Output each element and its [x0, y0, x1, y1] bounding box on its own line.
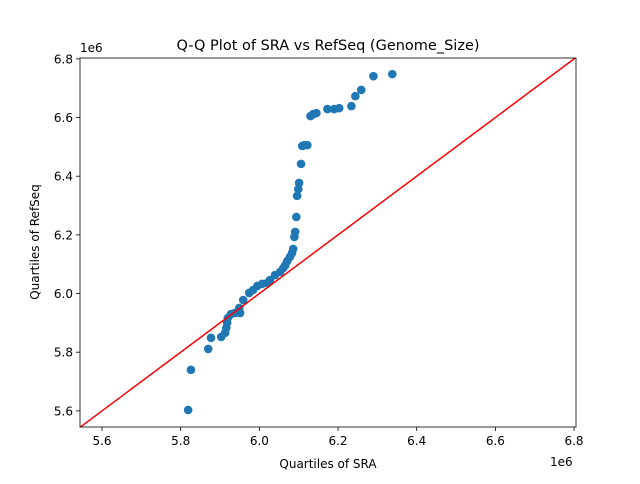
data-point	[303, 140, 312, 150]
chart-title: Q-Q Plot of SRA vs RefSeq (Genome_Size)	[176, 38, 479, 54]
data-point	[296, 159, 306, 169]
x-offset-label: 1e6	[550, 455, 573, 469]
data-point	[290, 227, 300, 237]
y-tick-label: 5.8	[54, 346, 73, 360]
y-tick-label: 6.4	[54, 170, 73, 184]
data-point	[238, 295, 248, 305]
data-point	[356, 85, 366, 95]
x-tick-label: 5.8	[171, 434, 190, 448]
plot-frame	[79, 57, 577, 428]
x-tick-label: 6.8	[564, 434, 583, 448]
data-point	[334, 103, 344, 113]
y-tick-label: 6.2	[54, 228, 73, 242]
y-tick-label: 5.6	[54, 404, 73, 418]
y-tick-label: 6.0	[54, 287, 73, 301]
data-point	[292, 191, 302, 201]
data-point	[369, 71, 378, 81]
x-tick-label: 6.4	[407, 434, 426, 448]
data-point	[206, 333, 216, 343]
x-axis-label: Quartiles of SRA	[279, 457, 377, 471]
y-axis-label: Quartiles of RefSeq	[28, 184, 42, 300]
data-point	[288, 244, 298, 254]
reference-line	[80, 58, 576, 427]
y-offset-label: 1e6	[80, 41, 103, 55]
data-point	[312, 108, 321, 118]
data-point	[351, 91, 360, 101]
x-tick-label: 5.6	[92, 434, 111, 448]
data-point	[294, 178, 304, 188]
data-point	[323, 104, 332, 114]
data-point	[183, 405, 193, 415]
data-point	[186, 365, 196, 375]
x-tick-label: 6.2	[328, 434, 347, 448]
y-tick-label: 6.6	[54, 111, 73, 125]
data-point	[388, 69, 397, 79]
data-point	[347, 101, 356, 111]
data-point	[203, 344, 213, 354]
x-tick-label: 6.6	[486, 434, 505, 448]
data-point	[292, 212, 301, 222]
x-tick-label: 6.0	[250, 434, 269, 448]
y-tick-label: 6.8	[54, 52, 73, 66]
